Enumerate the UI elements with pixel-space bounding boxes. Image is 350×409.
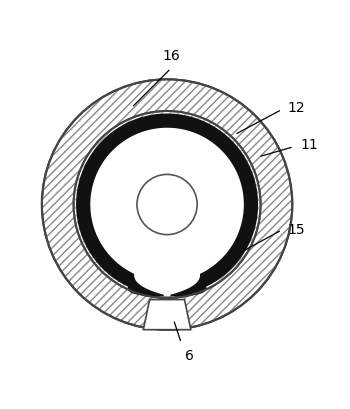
Polygon shape (77, 114, 257, 296)
Text: 11: 11 (300, 138, 318, 152)
Polygon shape (143, 299, 191, 330)
Polygon shape (125, 162, 209, 296)
Circle shape (74, 111, 260, 298)
Text: 12: 12 (287, 101, 305, 115)
Polygon shape (108, 145, 226, 296)
Text: 6: 6 (184, 349, 194, 363)
Text: 16: 16 (162, 49, 180, 63)
Polygon shape (91, 128, 243, 296)
Polygon shape (93, 131, 241, 296)
Circle shape (42, 79, 292, 330)
Polygon shape (111, 148, 223, 296)
Text: 15: 15 (287, 223, 305, 237)
Circle shape (137, 174, 197, 235)
